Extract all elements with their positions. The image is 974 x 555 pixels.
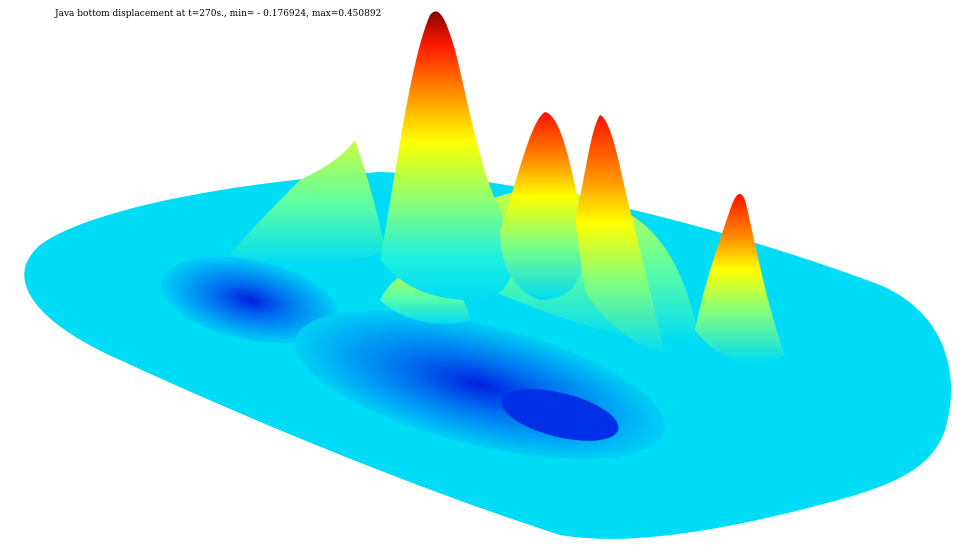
depression <box>161 256 339 344</box>
peak <box>380 11 513 300</box>
peak <box>500 112 584 300</box>
ridge <box>230 140 385 265</box>
peak <box>695 193 785 363</box>
depression <box>501 389 619 441</box>
peak <box>575 115 665 355</box>
plot-title: Java bottom displacement at t=270s., min… <box>54 9 381 19</box>
